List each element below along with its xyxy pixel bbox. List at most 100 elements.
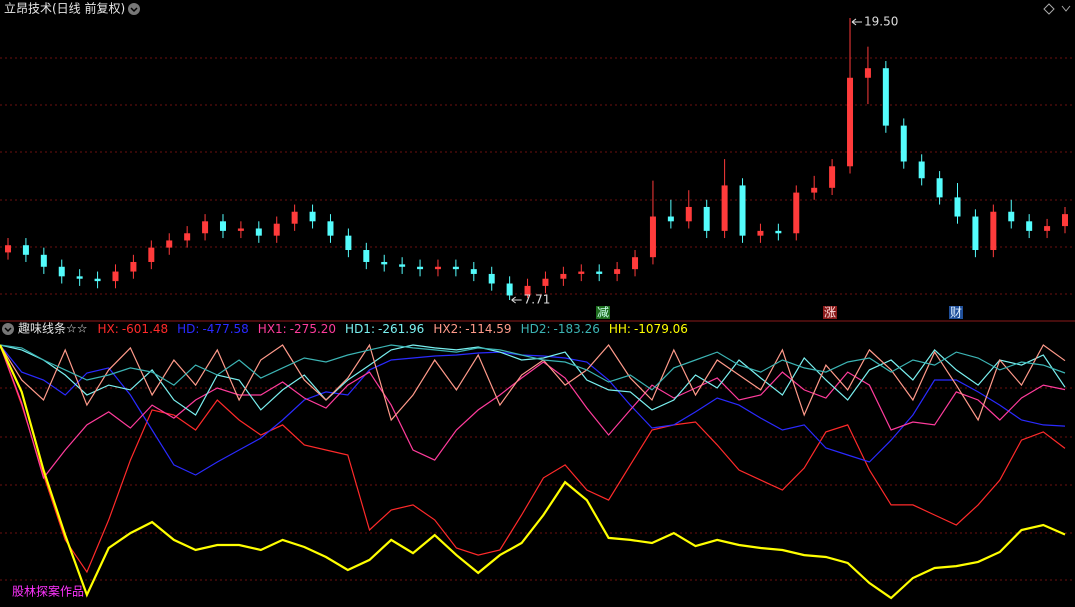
event-badge[interactable] <box>949 306 963 319</box>
indicator-line <box>0 344 1066 391</box>
indicator-line <box>0 343 1066 422</box>
candle-body <box>954 197 961 217</box>
candle-body <box>40 254 47 267</box>
candle-body <box>685 206 692 222</box>
candle-body <box>829 166 836 188</box>
candle-body <box>1044 226 1051 231</box>
candle-body <box>488 273 495 284</box>
annotation-arrow <box>511 296 522 304</box>
legend-entry: HX: -601.48 <box>98 322 169 336</box>
legend-name: HD: <box>177 322 199 336</box>
candle-body <box>327 221 334 236</box>
candle-body <box>775 230 782 234</box>
candle-body <box>237 228 244 231</box>
candle-body <box>811 187 818 193</box>
candle-body <box>130 261 137 272</box>
candle-body <box>936 178 943 198</box>
candle-body <box>76 276 83 279</box>
indicator-line <box>0 344 1066 600</box>
indicator-line <box>0 344 1066 476</box>
collapse-button[interactable] <box>1061 5 1071 12</box>
price-grid <box>0 57 1075 581</box>
candle-body <box>864 68 871 78</box>
annotation-label: 7.71 <box>524 293 551 307</box>
legend-value: -275.20 <box>290 322 336 336</box>
candle-body <box>972 216 979 251</box>
event-badge[interactable] <box>596 306 610 319</box>
candle-body <box>721 185 728 231</box>
diamond-button[interactable] <box>1043 3 1055 15</box>
menu-button[interactable] <box>128 3 140 15</box>
candle-body <box>434 266 441 270</box>
candle-body <box>882 68 889 126</box>
indicator-line <box>0 344 1066 480</box>
annotation-arrow <box>851 18 863 26</box>
candle-body <box>363 250 370 262</box>
candle-body <box>112 271 119 282</box>
candle-body <box>417 266 424 270</box>
indicator-line <box>0 344 1066 574</box>
candle-body <box>470 269 477 274</box>
event-label: 减 <box>597 306 609 320</box>
candle-body <box>273 223 280 236</box>
candle-body <box>847 77 854 167</box>
candle-body <box>578 271 585 274</box>
legend-name: HX1: <box>258 322 287 336</box>
candle-body <box>918 161 925 179</box>
legend-name: HX2: <box>433 322 462 336</box>
event-label: 涨 <box>824 305 836 320</box>
candle-body <box>5 245 11 253</box>
legend-entry: HD1: -261.96 <box>345 322 424 336</box>
menu-icon <box>4 327 12 333</box>
candle-body <box>900 125 907 162</box>
candle-body <box>381 261 388 265</box>
candle-body <box>1062 214 1068 227</box>
legend-entry: HD2: -183.26 <box>521 322 600 336</box>
candle-body <box>309 211 316 222</box>
candle-body <box>739 185 746 236</box>
legend-entry: HH: -1079.06 <box>609 322 688 336</box>
candle-body <box>202 221 209 234</box>
chart-title: 立昂技术(日线 前复权) <box>4 1 125 16</box>
legend-value: -477.58 <box>202 322 248 336</box>
candle-body <box>345 235 352 251</box>
legend-entry: HD: -477.58 <box>177 322 249 336</box>
candle-body <box>184 233 191 241</box>
candle-body <box>703 206 710 231</box>
indicator-title: 趣味线条☆☆ <box>18 321 88 336</box>
candles: 19.50 7.71 <box>5 14 1068 307</box>
footer: 股林探案作品 <box>12 584 84 599</box>
indicator-menu-button[interactable] <box>2 323 14 335</box>
candle-body <box>166 240 173 248</box>
legend: 趣味线条☆☆ HX: -601.48 HD: -477.58 HX1: -275.20 HD1… <box>18 321 688 336</box>
indicator-line <box>0 344 1066 416</box>
candle-body <box>1026 221 1033 231</box>
legend-value: -261.96 <box>378 322 424 336</box>
candle-body <box>94 278 101 282</box>
candle-body <box>219 221 226 231</box>
candle-body <box>291 211 298 224</box>
event-badge[interactable] <box>823 306 837 319</box>
candle-body <box>632 257 639 270</box>
legend-value: -183.26 <box>554 322 600 336</box>
annotation-label: 19.50 <box>864 14 898 28</box>
legend-value: -601.48 <box>122 322 168 336</box>
candle-body <box>452 266 459 270</box>
legend-value: -114.59 <box>465 322 511 336</box>
candle-body <box>560 273 567 279</box>
legend-value: -1079.06 <box>634 322 688 336</box>
candle-body <box>58 266 65 277</box>
legend-entry: HX2: -114.59 <box>433 322 511 336</box>
indicator-lines <box>0 343 1066 600</box>
candle-body <box>757 230 764 236</box>
candle-body <box>649 216 656 258</box>
candle-body <box>255 228 262 236</box>
legend-name: HD1: <box>345 322 375 336</box>
candle-body <box>506 283 513 296</box>
candle-body <box>542 278 549 286</box>
menu-icon <box>130 7 138 13</box>
candle-body <box>596 271 603 274</box>
candle-body <box>990 211 997 251</box>
